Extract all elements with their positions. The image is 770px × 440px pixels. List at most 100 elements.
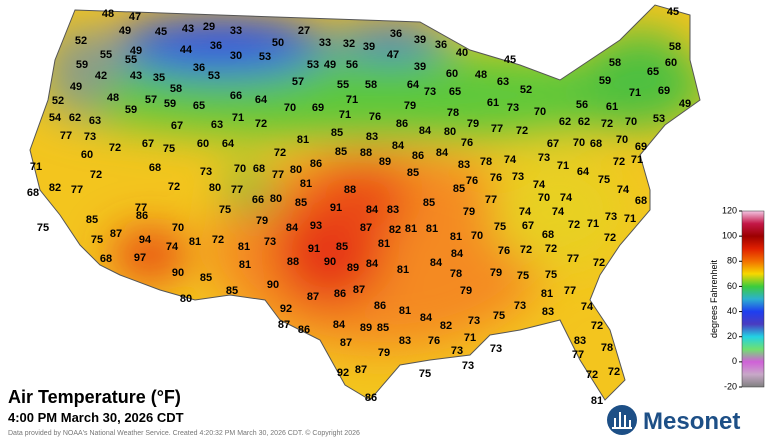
temperature-label: 45 xyxy=(504,54,516,66)
temperature-label: 78 xyxy=(601,342,613,354)
temperature-label: 79 xyxy=(490,267,502,279)
temperature-label: 77 xyxy=(231,184,243,196)
temperature-label: 52 xyxy=(52,95,64,107)
temperature-label: 68 xyxy=(590,138,602,150)
temperature-label: 72 xyxy=(608,366,620,378)
temperature-label: 33 xyxy=(230,25,242,37)
colorbar-tick-label: 100 xyxy=(722,231,737,241)
temperature-label: 65 xyxy=(193,100,205,112)
temperature-label: 70 xyxy=(284,102,296,114)
temperature-label: 79 xyxy=(463,206,475,218)
temperature-label: 39 xyxy=(414,61,426,73)
temperature-label: 48 xyxy=(102,8,114,20)
temperature-label: 67 xyxy=(547,138,559,150)
temperature-label: 43 xyxy=(130,70,142,82)
temperature-label: 71 xyxy=(629,87,641,99)
colorbar xyxy=(741,210,765,388)
temperature-label: 77 xyxy=(135,202,147,214)
temperature-label: 86 xyxy=(374,300,386,312)
temperature-label: 72 xyxy=(591,320,603,332)
temperature-label: 68 xyxy=(635,195,647,207)
time: 4:00 PM March 30, 2026 CDT xyxy=(8,410,184,425)
temperature-label: 72 xyxy=(109,142,121,154)
temperature-label: 75 xyxy=(219,204,231,216)
temperature-label: 77 xyxy=(272,169,284,181)
temperature-label: 73 xyxy=(514,300,526,312)
temperature-label: 70 xyxy=(234,163,246,175)
temperature-label: 80 xyxy=(209,182,221,194)
temperature-label: 75 xyxy=(91,234,103,246)
temperature-label: 72 xyxy=(255,118,267,130)
temperature-label: 49 xyxy=(70,81,82,93)
temperature-label: 73 xyxy=(507,102,519,114)
temperature-label: 81 xyxy=(591,395,603,407)
temperature-label: 97 xyxy=(134,252,146,264)
temperature-label: 36 xyxy=(193,62,205,74)
temperature-label: 76 xyxy=(428,335,440,347)
temperature-label: 76 xyxy=(498,245,510,257)
temperature-label: 77 xyxy=(491,123,503,135)
temperature-label: 84 xyxy=(366,204,379,216)
temperature-label: 54 xyxy=(49,112,62,124)
temperature-label: 30 xyxy=(230,50,242,62)
temperature-label: 60 xyxy=(665,57,677,69)
temperature-label: 75 xyxy=(493,310,505,322)
temperature-label: 56 xyxy=(346,59,358,71)
temperature-label: 64 xyxy=(577,166,590,178)
temperature-label: 75 xyxy=(545,269,557,281)
colorbar-label: degrees Fahrenheit xyxy=(709,259,719,338)
temperature-label: 75 xyxy=(517,270,529,282)
temperature-label: 72 xyxy=(516,125,528,137)
temperature-label: 87 xyxy=(353,284,365,296)
temperature-label: 74 xyxy=(504,154,517,166)
temperature-label: 81 xyxy=(399,305,411,317)
temperature-label: 49 xyxy=(324,59,336,71)
temperature-label: 36 xyxy=(390,28,402,40)
temperature-label: 53 xyxy=(208,70,220,82)
temperature-label: 82 xyxy=(49,182,61,194)
temperature-label: 71 xyxy=(557,160,569,172)
temperature-label: 81 xyxy=(300,178,312,190)
temperature-label: 91 xyxy=(308,243,320,255)
temperature-label: 57 xyxy=(292,76,304,88)
temperature-label: 89 xyxy=(347,262,359,274)
temperature-label: 73 xyxy=(512,171,524,183)
temperature-label: 73 xyxy=(264,236,276,248)
temperature-label: 79 xyxy=(467,118,479,130)
colorbar-tick-label: 40 xyxy=(727,306,737,316)
temperature-label: 84 xyxy=(420,312,433,324)
temperature-label: 73 xyxy=(200,166,212,178)
temperature-label: 58 xyxy=(170,83,182,95)
temperature-label: 87 xyxy=(360,222,372,234)
temperature-label: 80 xyxy=(180,293,192,305)
temperature-label: 77 xyxy=(567,253,579,265)
temperature-label: 86 xyxy=(310,158,322,170)
temperature-label: 72 xyxy=(613,156,625,168)
logo-mark xyxy=(612,412,632,429)
temperature-label: 40 xyxy=(456,47,468,59)
temperature-label: 71 xyxy=(339,109,351,121)
colorbar-tick-label: 60 xyxy=(727,281,737,291)
temperature-label: 85 xyxy=(200,272,212,284)
temperature-label: 84 xyxy=(419,125,432,137)
temperature-label: 81 xyxy=(378,238,390,250)
temperature-label: 67 xyxy=(522,220,534,232)
colorbar-tick-label: 20 xyxy=(727,331,737,341)
temperature-label: 80 xyxy=(290,164,302,176)
temperature-label: 93 xyxy=(310,220,322,232)
temperature-label: 77 xyxy=(71,184,83,196)
temperature-label: 66 xyxy=(230,90,242,102)
temperature-label: 77 xyxy=(60,130,72,142)
temperature-label: 86 xyxy=(136,210,148,222)
temperature-label: 73 xyxy=(468,315,480,327)
temperature-label: 85 xyxy=(336,241,348,253)
temperature-label: 74 xyxy=(552,206,565,218)
colorbar-tick-label: 120 xyxy=(722,205,737,215)
temperature-label: 84 xyxy=(333,319,346,331)
temperature-label: 64 xyxy=(222,138,235,150)
temperature-label: 49 xyxy=(679,98,691,110)
temperature-label: 89 xyxy=(379,156,391,168)
temperature-label: 45 xyxy=(667,6,679,18)
temperature-label: 36 xyxy=(435,39,447,51)
temperature-label: 87 xyxy=(307,291,319,303)
